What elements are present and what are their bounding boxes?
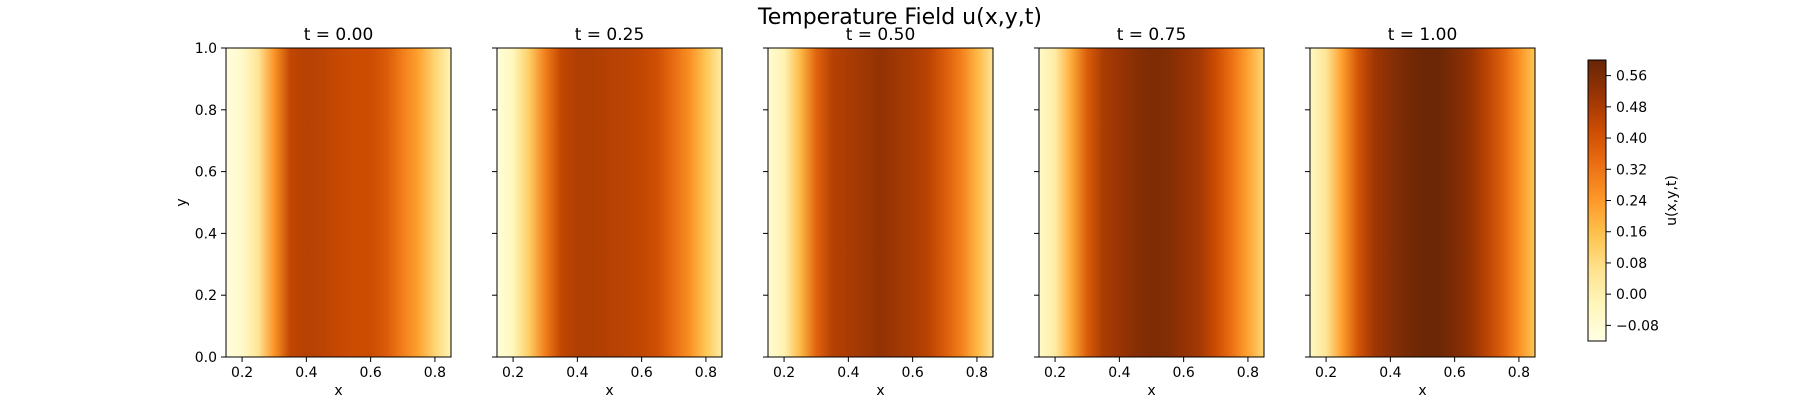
panel-title: t = 0.25	[575, 25, 645, 45]
axes-frame	[1038, 47, 1265, 358]
x-tick-label: 0.4	[1379, 365, 1401, 381]
colorbar-tick-label: 0.56	[1616, 69, 1647, 85]
heatmap-image	[1039, 48, 1264, 357]
x-axis-label: x	[605, 383, 613, 399]
x-tick-label: 0.2	[231, 365, 253, 381]
heatmap-image	[768, 48, 993, 357]
colorbar-tick-label: −0.08	[1616, 318, 1659, 334]
x-tick-label: 0.8	[424, 365, 446, 381]
panel-0: t = 0.00 0.2 0.4 0.6 0.8 x 0.0 0.2 0.4 0.6 0.8 1.0 y	[174, 25, 452, 399]
x-axis-label: x	[334, 383, 342, 399]
colorbar-tick-label: 0.48	[1616, 100, 1647, 116]
x-tick-label: 0.8	[1508, 365, 1530, 381]
x-tick-label: 0.2	[1044, 365, 1066, 381]
colorbar-label: u(x,y,t)	[1664, 175, 1680, 226]
axes-frame	[496, 47, 723, 358]
y-tick-label: 1.0	[195, 41, 217, 57]
colorbar-tick-label: 0.00	[1616, 287, 1647, 303]
chart-title: Temperature Field u(x,y,t)	[757, 5, 1042, 30]
x-tick-label: 0.6	[902, 365, 924, 381]
heatmap-image	[1310, 48, 1535, 357]
y-tick-label: 0.0	[195, 350, 217, 366]
x-tick-label: 0.2	[1315, 365, 1337, 381]
panel-3: t = 0.75 0.2 0.4 0.6 0.8 x	[1034, 25, 1265, 399]
x-axis-label: x	[1147, 383, 1155, 399]
y-tick-label: 0.4	[195, 226, 217, 242]
x-tick-label: 0.8	[1237, 365, 1259, 381]
x-tick-label: 0.6	[631, 365, 653, 381]
heatmap-image	[226, 48, 451, 357]
y-tick-label: 0.6	[195, 165, 217, 181]
x-tick-label: 0.8	[966, 365, 988, 381]
y-tick-label: 0.2	[195, 288, 217, 304]
panel-title: t = 0.75	[1117, 25, 1187, 45]
x-tick-label: 0.6	[360, 365, 382, 381]
panel-title: t = 0.00	[304, 25, 374, 45]
panel-4: t = 1.00 0.2 0.4 0.6 0.8 x	[1305, 25, 1536, 399]
panel-1: t = 0.25 0.2 0.4 0.6 0.8 x	[492, 25, 723, 399]
panel-2: t = 0.50 0.2 0.4 0.6 0.8 x	[763, 25, 994, 399]
x-tick-label: 0.6	[1444, 365, 1466, 381]
x-tick-label: 0.2	[502, 365, 524, 381]
axes-frame	[767, 47, 994, 358]
axes-frame	[225, 47, 452, 358]
axes-frame	[1309, 47, 1536, 358]
x-tick-label: 0.4	[1108, 365, 1130, 381]
x-tick-label: 0.4	[837, 365, 859, 381]
x-tick-label: 0.4	[295, 365, 317, 381]
colorbar	[1588, 60, 1606, 341]
colorbar-tick-label: 0.24	[1616, 194, 1647, 210]
panel-title: t = 0.50	[846, 25, 916, 45]
y-axis-label: y	[174, 198, 190, 206]
panel-title: t = 1.00	[1388, 25, 1458, 45]
colorbar-tick-label: 0.08	[1616, 256, 1647, 272]
x-axis-label: x	[1418, 383, 1426, 399]
x-tick-label: 0.8	[695, 365, 717, 381]
x-tick-label: 0.2	[773, 365, 795, 381]
colorbar-tick-label: 0.16	[1616, 225, 1647, 241]
x-tick-label: 0.6	[1173, 365, 1195, 381]
x-tick-label: 0.4	[566, 365, 588, 381]
y-tick-label: 0.8	[195, 103, 217, 119]
colorbar-tick-label: 0.32	[1616, 162, 1647, 178]
x-axis-label: x	[876, 383, 884, 399]
colorbar-tick-label: 0.40	[1616, 131, 1647, 147]
heatmap-image	[497, 48, 722, 357]
